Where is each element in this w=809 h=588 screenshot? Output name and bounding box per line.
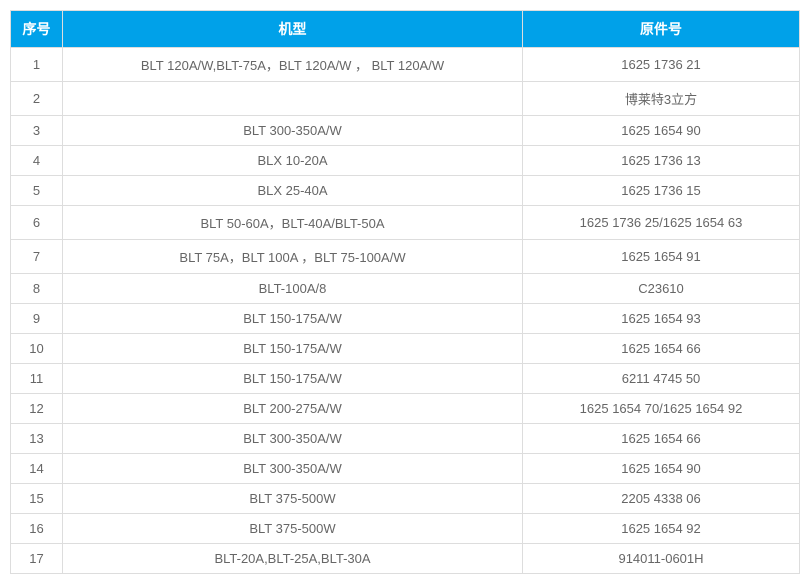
cell-model: BLT 50-60A，BLT-40A/BLT-50A <box>63 206 523 240</box>
cell-part: 1625 1736 21 <box>523 48 800 82</box>
table-row: 5BLX 25-40A1625 1736 15 <box>11 176 800 206</box>
cell-part: 914011-0601H <box>523 544 800 574</box>
cell-model: BLT-20A,BLT-25A,BLT-30A <box>63 544 523 574</box>
cell-model: BLT 300-350A/W <box>63 454 523 484</box>
cell-seq: 1 <box>11 48 63 82</box>
cell-model: BLX 10-20A <box>63 146 523 176</box>
cell-seq: 16 <box>11 514 63 544</box>
cell-model: BLX 25-40A <box>63 176 523 206</box>
cell-seq: 5 <box>11 176 63 206</box>
cell-seq: 4 <box>11 146 63 176</box>
col-header-part: 原件号 <box>523 11 800 48</box>
table-body: 1BLT 120A/W,BLT-75A，BLT 120A/W ， BLT 120… <box>11 48 800 574</box>
cell-seq: 3 <box>11 116 63 146</box>
cell-model: BLT 150-175A/W <box>63 364 523 394</box>
cell-part: 1625 1654 93 <box>523 304 800 334</box>
cell-model: BLT-100A/8 <box>63 274 523 304</box>
cell-part: 1625 1736 13 <box>523 146 800 176</box>
cell-seq: 11 <box>11 364 63 394</box>
cell-model <box>63 82 523 116</box>
cell-part: 1625 1654 66 <box>523 424 800 454</box>
table-row: 15BLT 375-500W2205 4338 06 <box>11 484 800 514</box>
cell-part: C23610 <box>523 274 800 304</box>
cell-part: 2205 4338 06 <box>523 484 800 514</box>
cell-seq: 13 <box>11 424 63 454</box>
cell-part: 1625 1654 90 <box>523 116 800 146</box>
cell-model: BLT 375-500W <box>63 484 523 514</box>
table-row: 7BLT 75A，BLT 100A ，BLT 75-100A/W1625 165… <box>11 240 800 274</box>
col-header-model: 机型 <box>63 11 523 48</box>
cell-part: 1625 1654 90 <box>523 454 800 484</box>
table-row: 3BLT 300-350A/W1625 1654 90 <box>11 116 800 146</box>
table-row: 11BLT 150-175A/W6211 4745 50 <box>11 364 800 394</box>
cell-part: 1625 1654 66 <box>523 334 800 364</box>
cell-seq: 14 <box>11 454 63 484</box>
cell-seq: 10 <box>11 334 63 364</box>
cell-seq: 7 <box>11 240 63 274</box>
cell-part: 1625 1654 91 <box>523 240 800 274</box>
table-row: 4BLX 10-20A1625 1736 13 <box>11 146 800 176</box>
cell-part: 1625 1654 70/1625 1654 92 <box>523 394 800 424</box>
cell-seq: 15 <box>11 484 63 514</box>
table-row: 9BLT 150-175A/W1625 1654 93 <box>11 304 800 334</box>
cell-part: 博莱特3立方 <box>523 82 800 116</box>
cell-seq: 8 <box>11 274 63 304</box>
cell-part: 1625 1736 25/1625 1654 63 <box>523 206 800 240</box>
cell-model: BLT 150-175A/W <box>63 304 523 334</box>
table-header-row: 序号 机型 原件号 <box>11 11 800 48</box>
col-header-seq: 序号 <box>11 11 63 48</box>
cell-model: BLT 300-350A/W <box>63 424 523 454</box>
table-row: 10BLT 150-175A/W1625 1654 66 <box>11 334 800 364</box>
cell-seq: 6 <box>11 206 63 240</box>
cell-model: BLT 375-500W <box>63 514 523 544</box>
table-row: 12BLT 200-275A/W1625 1654 70/1625 1654 9… <box>11 394 800 424</box>
parts-table: 序号 机型 原件号 1BLT 120A/W,BLT-75A，BLT 120A/W… <box>10 10 800 574</box>
table-row: 6BLT 50-60A，BLT-40A/BLT-50A1625 1736 25/… <box>11 206 800 240</box>
cell-seq: 9 <box>11 304 63 334</box>
cell-model: BLT 120A/W,BLT-75A，BLT 120A/W ， BLT 120A… <box>63 48 523 82</box>
table-row: 13BLT 300-350A/W1625 1654 66 <box>11 424 800 454</box>
table-row: 2 博莱特3立方 <box>11 82 800 116</box>
table-row: 1BLT 120A/W,BLT-75A，BLT 120A/W ， BLT 120… <box>11 48 800 82</box>
cell-seq: 2 <box>11 82 63 116</box>
cell-model: BLT 200-275A/W <box>63 394 523 424</box>
cell-model: BLT 300-350A/W <box>63 116 523 146</box>
cell-part: 1625 1654 92 <box>523 514 800 544</box>
cell-model: BLT 75A，BLT 100A ，BLT 75-100A/W <box>63 240 523 274</box>
table-row: 17BLT-20A,BLT-25A,BLT-30A914011-0601H <box>11 544 800 574</box>
cell-part: 6211 4745 50 <box>523 364 800 394</box>
cell-model: BLT 150-175A/W <box>63 334 523 364</box>
cell-seq: 12 <box>11 394 63 424</box>
table-row: 14BLT 300-350A/W1625 1654 90 <box>11 454 800 484</box>
cell-part: 1625 1736 15 <box>523 176 800 206</box>
table-row: 8BLT-100A/8C23610 <box>11 274 800 304</box>
table-row: 16BLT 375-500W1625 1654 92 <box>11 514 800 544</box>
cell-seq: 17 <box>11 544 63 574</box>
